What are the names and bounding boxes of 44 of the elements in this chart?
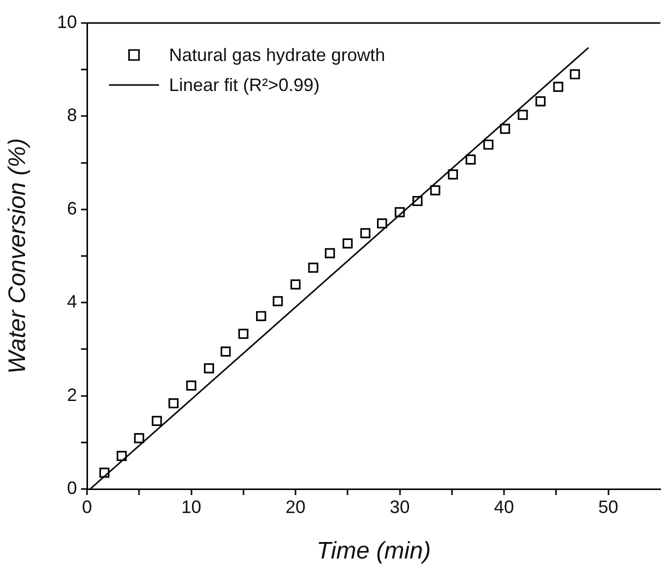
point [412, 196, 423, 206]
point [500, 124, 510, 134]
point [448, 169, 458, 180]
y-tick-label: 0 [66, 478, 77, 498]
point [99, 468, 110, 478]
x-tick-label: 50 [598, 496, 618, 517]
point [272, 296, 283, 306]
point [483, 140, 494, 150]
point [290, 279, 301, 290]
point [238, 328, 248, 339]
point [360, 228, 370, 238]
x-tick-label: 40 [494, 496, 514, 517]
y-axis-title: Water Conversion (%) [4, 138, 32, 374]
point [342, 238, 353, 248]
x-tick-label: 30 [390, 496, 410, 517]
point [518, 110, 528, 120]
point [134, 433, 144, 444]
point [394, 207, 405, 218]
point [308, 262, 318, 273]
point [256, 311, 266, 322]
x-tick-label: 0 [82, 496, 92, 517]
point [186, 380, 196, 391]
y-tick-label: 8 [66, 105, 77, 126]
point [116, 450, 127, 461]
point [204, 363, 214, 374]
point [430, 185, 440, 196]
y-tick-label: 6 [66, 198, 77, 218]
point [220, 346, 231, 357]
point [535, 96, 546, 106]
x-axis-title: Time (min) [316, 537, 431, 564]
y-tick-label: 2 [66, 384, 77, 405]
x-tick-label: 20 [285, 496, 306, 517]
point [168, 398, 179, 408]
y-tick-label: 4 [66, 292, 77, 312]
x-tick-label: 10 [181, 496, 202, 517]
point [377, 218, 388, 228]
point [570, 69, 580, 80]
point [324, 248, 335, 258]
legend-label: Linear fit (R²>0.99) [169, 74, 320, 95]
point [152, 416, 162, 426]
point [466, 154, 476, 165]
point [553, 82, 564, 92]
y-tick-label: 10 [56, 12, 77, 32]
legend-label: Natural gas hydrate growth [169, 44, 386, 65]
